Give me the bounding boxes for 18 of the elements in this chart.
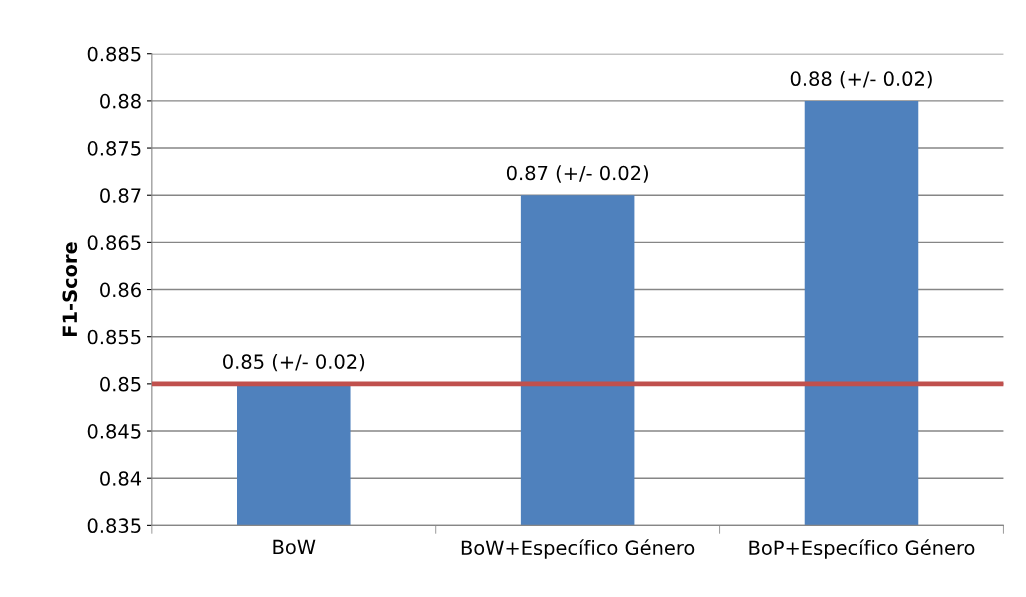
data-label: 0.87 (+/- 0.02) [506, 165, 648, 183]
y-tick-label: 0.86 [100, 282, 141, 298]
data-label: 0.88 (+/- 0.02) [790, 70, 932, 89]
x-tick-label: BoP+Específico Género [749, 539, 975, 559]
y-tick-label: 0.865 [87, 235, 141, 251]
x-tick-label: BoW+Específico Género [461, 539, 695, 559]
x-tick-label: BoW [273, 539, 316, 555]
y-tick-label: 0.875 [87, 141, 141, 156]
y-axis-title: F1-Score [62, 242, 78, 337]
y-tick-label: 0.84 [100, 471, 142, 486]
y-tick-label: 0.885 [87, 46, 141, 62]
y-tick-label: 0.835 [87, 518, 141, 534]
y-tick-label: 0.88 [100, 93, 141, 109]
y-tick-label: 0.855 [87, 329, 141, 345]
y-tick-label: 0.87 [100, 188, 141, 203]
y-tick-label: 0.85 [100, 376, 141, 392]
data-label: 0.85 (+/- 0.02) [223, 353, 365, 372]
y-tick-label: 0.845 [87, 423, 141, 439]
